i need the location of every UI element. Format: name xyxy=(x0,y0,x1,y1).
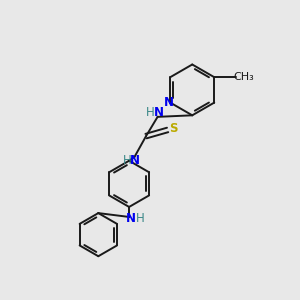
Text: H: H xyxy=(136,212,144,225)
Text: N: N xyxy=(164,96,174,109)
Text: N: N xyxy=(154,106,164,119)
Text: H: H xyxy=(122,154,131,167)
Text: H: H xyxy=(146,106,155,119)
Text: CH₃: CH₃ xyxy=(233,72,254,82)
Text: N: N xyxy=(130,154,140,167)
Text: N: N xyxy=(126,212,136,225)
Text: S: S xyxy=(169,122,177,135)
